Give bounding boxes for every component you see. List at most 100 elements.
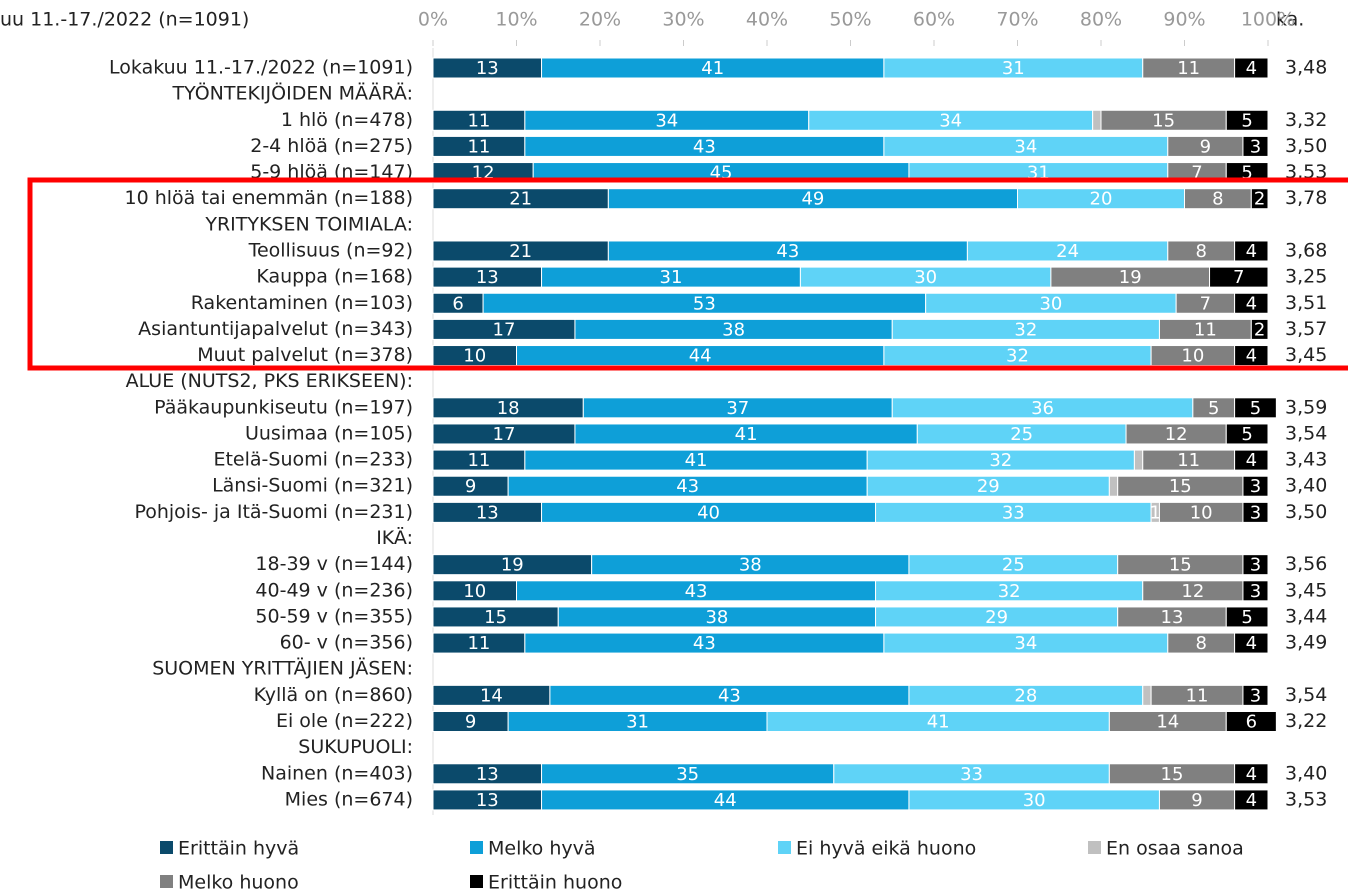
data-label: 13 <box>1161 607 1184 628</box>
bar-segment <box>1225 606 1269 628</box>
data-label: 3 <box>1250 685 1261 706</box>
data-label: 11 <box>1194 319 1217 340</box>
mean-label: 3,40 <box>1285 475 1327 497</box>
data-label: 5 <box>1250 398 1261 419</box>
data-label: 13 <box>476 764 499 785</box>
chart-title: uu 11.-17./2022 (n=1091) <box>0 9 249 31</box>
data-label: 5 <box>1241 424 1252 445</box>
data-label: 1 <box>1150 502 1161 523</box>
data-label: 20 <box>1090 189 1113 210</box>
data-label: 4 <box>1246 58 1257 79</box>
data-label: 38 <box>739 555 762 576</box>
mean-label: 3,45 <box>1285 344 1327 366</box>
data-label: 29 <box>985 607 1008 628</box>
row-label: YRITYKSEN TOIMIALA: <box>204 213 413 235</box>
bar-segment <box>1234 397 1277 419</box>
data-label: 11 <box>1177 450 1200 471</box>
data-label: 25 <box>1002 555 1025 576</box>
data-label: 34 <box>655 110 678 131</box>
data-label: 11 <box>467 633 490 654</box>
data-label: 5 <box>1241 607 1252 628</box>
data-label: 3 <box>1250 581 1261 602</box>
data-label: 31 <box>660 267 683 288</box>
data-label: 19 <box>1119 267 1142 288</box>
data-label: 12 <box>1181 581 1204 602</box>
data-label: 7 <box>1233 267 1244 288</box>
x-tick-label: 10% <box>495 9 537 31</box>
x-tick-label: 40% <box>746 9 788 31</box>
data-label: 41 <box>927 712 950 733</box>
data-label: 15 <box>484 607 507 628</box>
bar-segment <box>1234 240 1269 262</box>
data-label: 4 <box>1246 450 1257 471</box>
data-label: 32 <box>998 581 1021 602</box>
bar-segment <box>1242 135 1269 157</box>
mean-label: 3,53 <box>1285 788 1327 810</box>
data-label: 15 <box>1152 110 1175 131</box>
data-label: 15 <box>1169 555 1192 576</box>
data-label: 10 <box>463 581 486 602</box>
bar-segment <box>1242 554 1269 576</box>
row-label: Ei ole (n=222) <box>276 710 413 732</box>
data-label: 9 <box>1191 790 1202 811</box>
data-label: 5 <box>1241 163 1252 184</box>
mean-label: 3,44 <box>1285 605 1327 627</box>
data-label: 24 <box>1056 241 1079 262</box>
row-label: Pohjois- ja Itä-Suomi (n=231) <box>134 501 413 523</box>
data-label: 49 <box>801 189 824 210</box>
data-label: 11 <box>1177 58 1200 79</box>
mean-label: 3,51 <box>1285 292 1327 314</box>
legend-swatch <box>160 875 173 888</box>
data-label: 9 <box>465 712 476 733</box>
mean-label: 3,25 <box>1285 266 1327 288</box>
data-label: 4 <box>1246 241 1257 262</box>
data-label: 40 <box>697 502 720 523</box>
data-label: 2 <box>1254 189 1265 210</box>
data-label: 3 <box>1250 502 1261 523</box>
bar-segment <box>1108 475 1119 497</box>
data-label: 44 <box>714 790 737 811</box>
data-label: 30 <box>1039 293 1062 314</box>
legend-label: Erittäin huono <box>488 872 622 893</box>
legend-swatch <box>160 841 173 854</box>
row-label: 18-39 v (n=144) <box>255 553 413 575</box>
data-label: 4 <box>1246 293 1257 314</box>
bar-segment <box>1242 501 1269 523</box>
data-label: 9 <box>465 476 476 497</box>
mean-label: 3,40 <box>1285 762 1327 784</box>
data-label: 21 <box>509 189 532 210</box>
data-label: 28 <box>1014 685 1037 706</box>
bar-segment <box>1225 109 1269 131</box>
data-label: 4 <box>1246 764 1257 785</box>
bar-segment <box>1142 684 1152 706</box>
data-label: 31 <box>1002 58 1025 79</box>
data-label: 30 <box>914 267 937 288</box>
bar-segment <box>1242 684 1269 706</box>
data-label: 44 <box>689 346 712 367</box>
data-label: 3 <box>1250 476 1261 497</box>
data-label: 11 <box>1186 685 1209 706</box>
x-tick-label: 70% <box>996 9 1038 31</box>
data-label: 13 <box>476 58 499 79</box>
bar-segment <box>1234 449 1269 471</box>
mean-label: 3,59 <box>1285 396 1327 418</box>
x-tick-label: 0% <box>418 9 448 31</box>
data-label: 14 <box>480 685 503 706</box>
data-label: 33 <box>1002 502 1025 523</box>
data-label: 21 <box>509 241 532 262</box>
mean-header: ka. <box>1276 9 1304 31</box>
bar-segment <box>1234 632 1269 654</box>
bar-segment <box>1234 57 1269 79</box>
mean-label: 3,43 <box>1285 449 1327 471</box>
row-label: 2-4 hlöä (n=275) <box>250 135 413 157</box>
data-label: 13 <box>476 502 499 523</box>
bar-segment <box>1234 292 1269 314</box>
mean-label: 3,32 <box>1285 109 1327 131</box>
data-label: 3 <box>1250 555 1261 576</box>
mean-label: 3,57 <box>1285 318 1327 340</box>
row-label: Pääkaupunkiseutu (n=197) <box>154 396 413 418</box>
mean-label: 3,68 <box>1285 239 1327 261</box>
data-label: 30 <box>1023 790 1046 811</box>
bar-segment <box>1250 188 1269 210</box>
